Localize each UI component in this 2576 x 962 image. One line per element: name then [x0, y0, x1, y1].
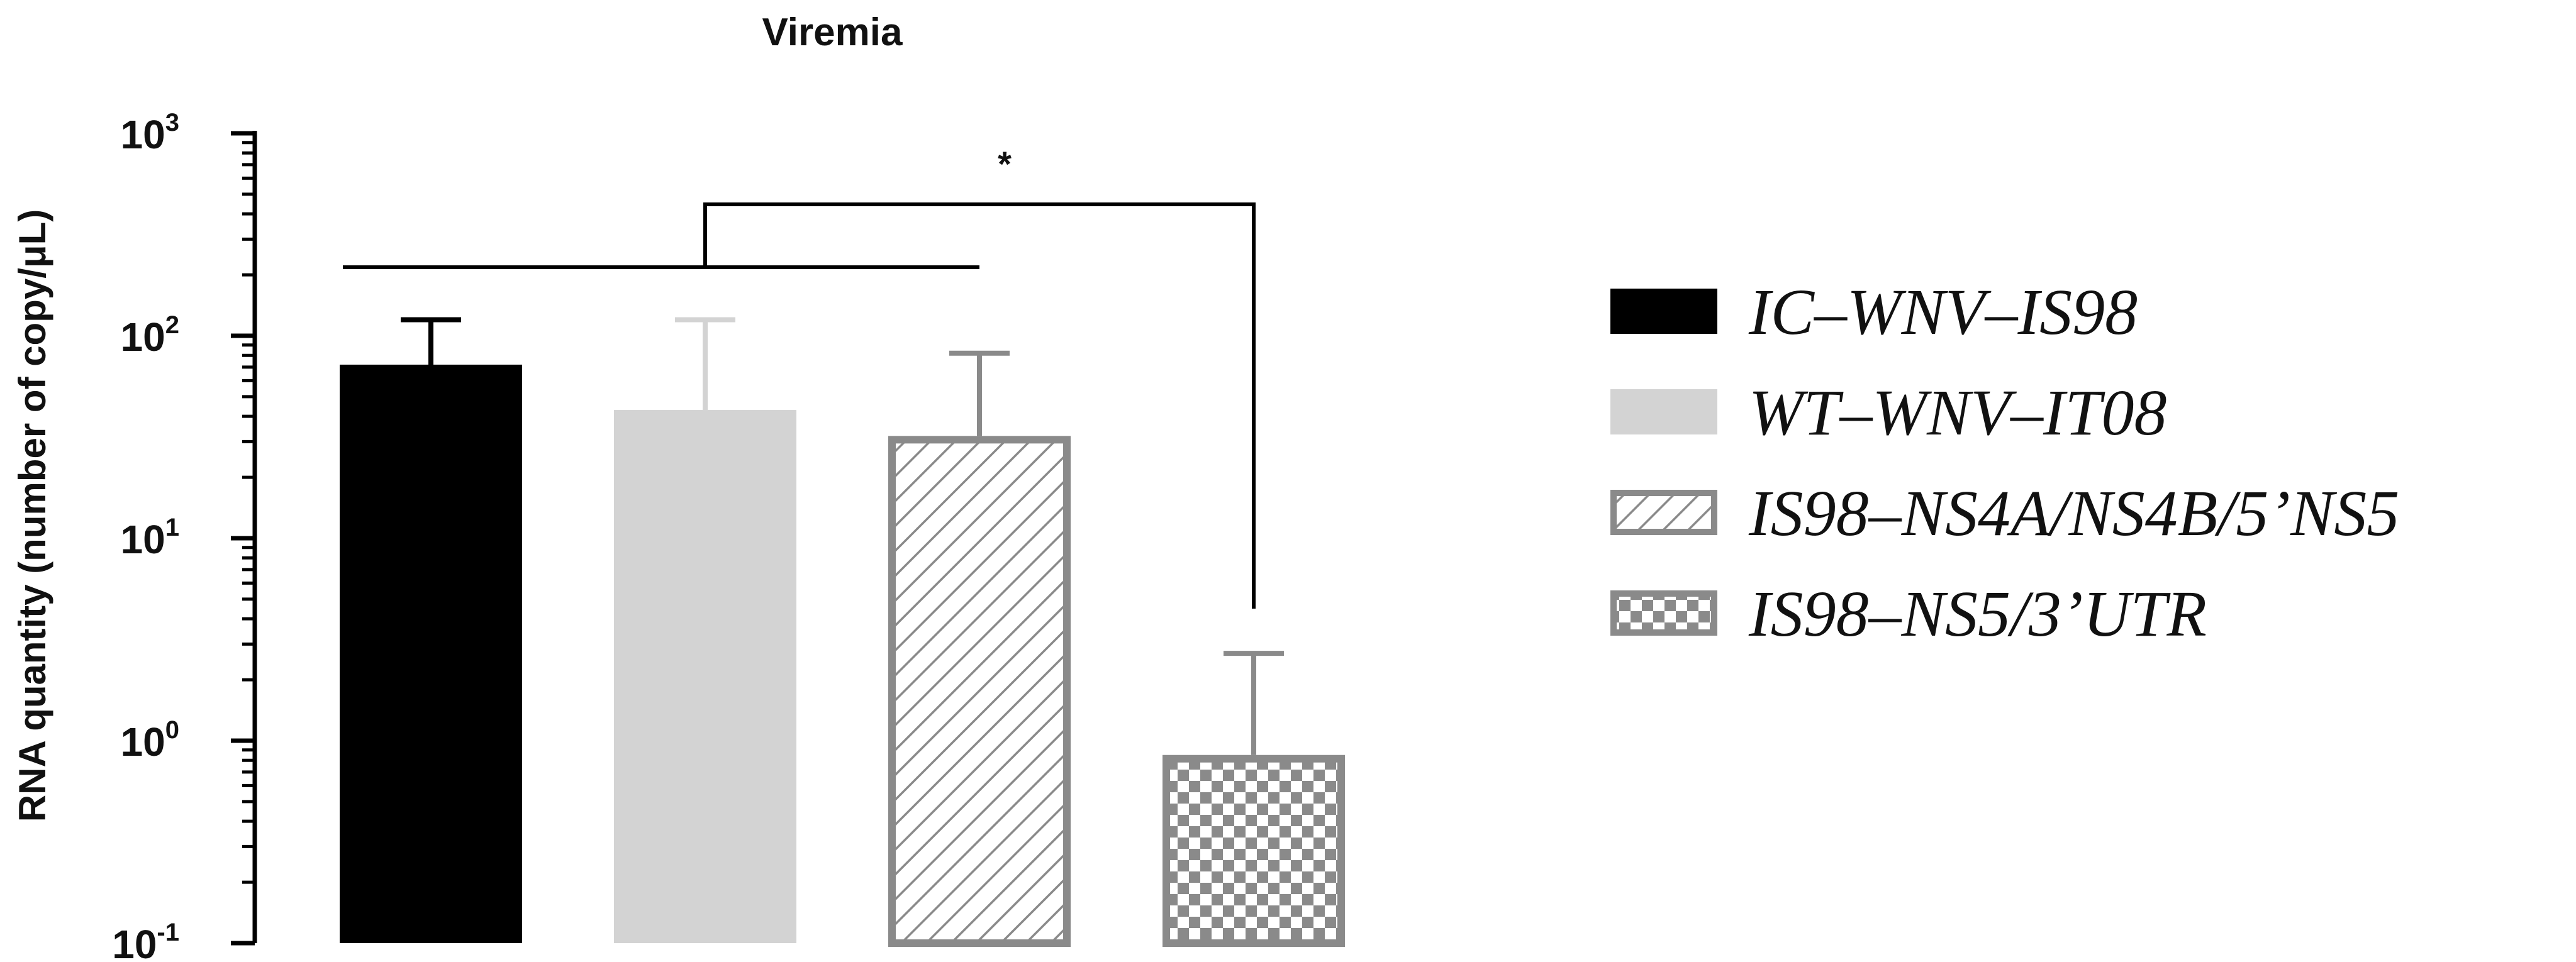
significance-marker: * [998, 144, 1012, 184]
y-axis-label: RNA quantity (number of copy/μL) [11, 209, 53, 822]
legend-swatch-1 [1610, 289, 1717, 334]
legend-swatch-4 [1610, 590, 1717, 636]
legend-swatch-2 [1610, 389, 1717, 434]
y-tick-label: 102 [121, 311, 179, 360]
legend-label-1: IC–WNV–IS98 [1748, 276, 2138, 348]
chart-title: Viremia [762, 11, 903, 54]
legend-swatch-3 [1610, 490, 1717, 535]
y-tick-label: 100 [121, 716, 179, 765]
bar-1 [340, 364, 522, 943]
significance-bracket [703, 202, 1256, 609]
legend-label-4: IS98–NS5/3’UTR [1748, 578, 2207, 650]
y-tick-label: 101 [121, 514, 179, 562]
bar-2 [614, 410, 796, 943]
bar-4 [1163, 755, 1345, 947]
legend-label-3: IS98–NS4A/NS4B/5’NS5 [1748, 477, 2399, 550]
bar-3 [888, 436, 1071, 947]
legend-label-2: WT–WNV–IT08 [1749, 377, 2166, 449]
y-tick-label: 103 [121, 109, 179, 157]
y-tick-label: 10-1 [112, 919, 179, 962]
